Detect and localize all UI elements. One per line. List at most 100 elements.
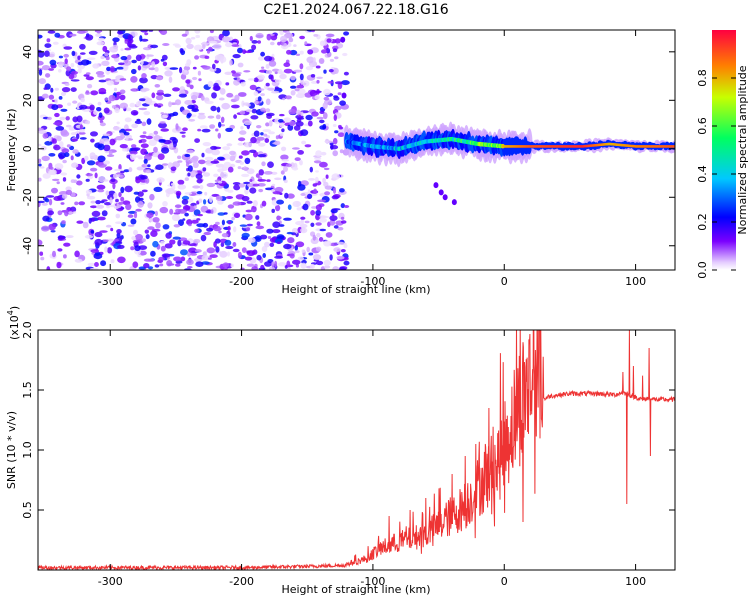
noise-speck [178,93,187,98]
noise-speck [268,266,276,270]
noise-speck [47,116,52,121]
y-tick-label: 40 [21,45,34,59]
noise-speck [183,47,187,51]
noise-speck [47,136,52,142]
noise-region [38,30,457,270]
noise-speck [329,242,338,247]
noise-speck [43,87,48,90]
noise-speck [221,102,231,110]
noise-speck [44,141,53,146]
noise-speck [170,166,177,172]
noise-speck [122,148,128,152]
noise-speck [46,266,51,270]
noise-speck [97,216,106,221]
noise-speck [97,189,105,193]
noise-speck [272,191,281,195]
noise-speck [255,225,265,230]
noise-speck [263,171,273,175]
noise-speck [215,195,223,201]
noise-speck [85,173,93,177]
y-scale-label: (x104) [6,306,21,340]
noise-speck [279,132,284,137]
noise-speck [318,217,327,223]
noise-speck [210,160,220,164]
noise-speck [217,212,226,216]
noise-speck [89,152,96,159]
noise-speck [151,61,156,68]
noise-speck [218,97,225,101]
noise-speck [160,128,169,132]
noise-speck [126,40,132,46]
isolated-point [442,194,448,201]
noise-speck [322,102,328,110]
noise-speck [262,253,267,258]
noise-speck [41,202,48,206]
noise-speck [315,209,322,216]
noise-speck [138,157,144,160]
noise-speck [274,255,284,259]
noise-speck [161,163,169,166]
noise-speck [283,68,293,74]
noise-speck [266,179,271,182]
noise-speck [107,194,115,201]
noise-speck [119,94,126,101]
noise-speck [337,92,342,96]
noise-speck [305,114,313,121]
noise-speck [76,180,83,186]
noise-speck [325,33,335,38]
noise-speck [332,266,340,270]
noise-speck [179,66,183,74]
noise-speck [99,120,104,124]
noise-speck [192,161,199,169]
noise-speck [215,114,221,120]
noise-speck [312,254,322,261]
noise-speck [127,214,134,218]
noise-speck [323,88,331,96]
noise-speck [41,155,50,162]
isolated-point [451,199,457,206]
noise-speck [272,142,280,145]
noise-speck [231,216,235,221]
noise-speck [304,144,312,148]
noise-speck [332,137,338,145]
noise-speck [241,195,250,202]
noise-speck [321,49,328,54]
noise-speck [243,181,251,185]
noise-speck [253,101,259,105]
noise-speck [186,259,194,266]
noise-speck [90,249,100,253]
noise-speck [313,188,318,195]
noise-speck [124,40,128,44]
noise-speck [156,177,165,183]
noise-speck [181,195,190,201]
chart-title: C2E1.2024.067.22.18.G16 [263,2,448,18]
noise-speck [264,55,273,62]
noise-speck [287,237,295,244]
noise-speck [316,76,323,80]
noise-speck [289,49,298,56]
noise-speck [41,93,49,99]
noise-speck [300,111,304,117]
noise-speck [160,112,165,115]
noise-speck [89,267,99,270]
x-tick-label: 0 [501,275,508,288]
noise-speck [251,266,258,270]
noise-speck [88,217,92,224]
noise-speck [300,193,306,196]
noise-speck [314,176,319,183]
noise-speck [202,65,211,70]
noise-speck [128,45,138,49]
noise-speck [163,93,172,98]
y-tick-label: 20 [21,93,34,107]
noise-speck [143,158,148,164]
noise-speck [260,264,265,270]
noise-speck [260,51,265,57]
noise-speck [231,44,240,47]
noise-speck [324,185,333,190]
noise-speck [243,142,253,148]
noise-speck [127,34,134,41]
noise-speck [272,221,281,228]
noise-speck [283,166,288,172]
noise-speck [104,97,109,101]
